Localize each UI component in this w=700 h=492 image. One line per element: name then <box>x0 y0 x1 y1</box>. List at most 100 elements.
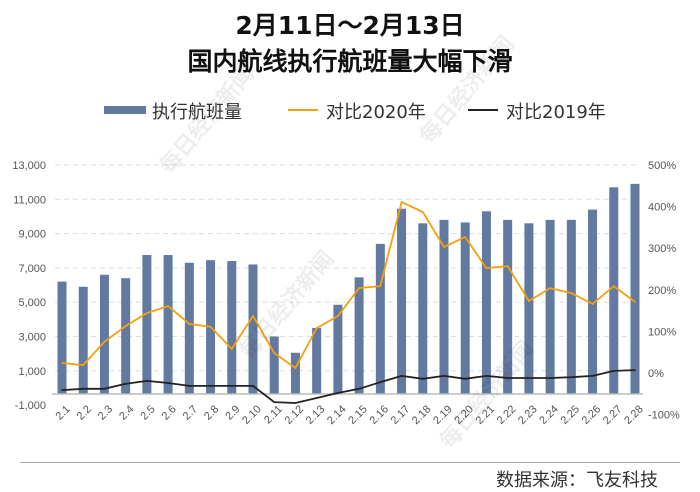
line-point-2-2.27 <box>612 370 615 372</box>
line-series-2 <box>61 369 636 404</box>
line-point-1-2.2 <box>82 364 85 366</box>
bar-2.17 <box>397 208 407 394</box>
bar-2.4 <box>121 278 131 394</box>
bar-2.26 <box>588 209 598 394</box>
x-tick-label: 2.4 <box>117 403 136 422</box>
left-tick-label: 5,000 <box>18 297 46 309</box>
line-point-2-2.6 <box>167 382 169 384</box>
bar-2.6 <box>163 255 173 394</box>
bar-2.12 <box>290 352 300 394</box>
legend-label-bars: 执行航班量 <box>152 102 242 123</box>
line-point-2-2.24 <box>549 377 551 379</box>
line-point-2-2.18 <box>421 378 424 380</box>
x-tick-label: 2.27 <box>601 403 625 427</box>
line-point-2-2.3 <box>103 388 106 390</box>
x-tick-label: 2.2 <box>75 403 94 422</box>
line-point-1-2.8 <box>209 326 212 328</box>
x-tick-label: 2.8 <box>202 403 221 422</box>
x-tick-label: 2.22 <box>495 403 519 427</box>
line-point-1-2.19 <box>443 246 445 248</box>
line-point-1-2.24 <box>549 287 551 289</box>
line-point-2-2.10 <box>252 385 254 387</box>
x-tick-label: 2.5 <box>138 403 157 422</box>
left-tick-label: 11,000 <box>13 194 46 206</box>
x-tick-label: 2.11 <box>262 403 285 426</box>
left-tick-label: 3,000 <box>18 332 46 344</box>
legend-swatch-bars <box>104 106 146 114</box>
line-point-1-2.11 <box>273 352 276 354</box>
bar-2.15 <box>354 277 364 394</box>
line-point-2-2.23 <box>528 377 530 379</box>
line-point-2-2.22 <box>506 377 509 379</box>
line-point-1-2.14 <box>337 315 339 317</box>
line-point-1-2.22 <box>506 265 509 267</box>
line-point-1-2.9 <box>230 348 233 350</box>
line-point-2-2.14 <box>337 392 339 394</box>
x-tick-label: 2.6 <box>160 403 179 422</box>
left-tick-label: 9,000 <box>18 229 46 241</box>
line-point-1-2.25 <box>570 292 573 294</box>
watermark: 每日经济新闻 <box>415 31 520 149</box>
line-point-1-2.16 <box>379 285 382 287</box>
left-tick-label: 1,000 <box>18 366 46 378</box>
line-point-2-2.26 <box>591 375 594 377</box>
line-point-1-2.17 <box>400 201 403 203</box>
x-tick-label: 2.1 <box>53 403 72 422</box>
chart-title-line2: 国内航线执行航班量大幅下滑 <box>187 47 513 76</box>
line-point-1-2.1 <box>61 362 63 364</box>
line-point-2-2.17 <box>400 375 403 377</box>
x-tick-label: 2.28 <box>622 403 646 427</box>
line-point-1-2.18 <box>421 211 424 213</box>
line-point-1-2.4 <box>124 325 127 327</box>
bar-2.20 <box>460 222 470 394</box>
left-tick-label: 7,000 <box>18 263 46 275</box>
bar-2.11 <box>269 336 279 394</box>
bar-2.14 <box>333 304 343 394</box>
footer-divider <box>20 462 680 463</box>
line-point-1-2.5 <box>146 312 148 314</box>
bar-2.16 <box>375 243 385 394</box>
x-tick-label: 2.16 <box>367 403 391 427</box>
line-point-1-2.28 <box>634 301 636 303</box>
data-source: 数据来源：飞友科技 <box>496 470 658 491</box>
left-tick-label: -1,000 <box>15 400 46 412</box>
line-point-2-2.7 <box>188 385 191 387</box>
line-point-2-2.19 <box>443 375 445 377</box>
x-tick-label: 2.10 <box>240 403 264 427</box>
right-tick-label: 300% <box>648 243 676 255</box>
x-tick-label: 2.12 <box>283 403 307 427</box>
bar-2.1 <box>57 281 67 394</box>
right-tick-label: 400% <box>648 202 676 214</box>
line-point-1-2.12 <box>294 367 297 369</box>
line-point-2-2.4 <box>124 383 127 385</box>
x-tick-label: 2.15 <box>346 403 370 427</box>
line-point-2-2.5 <box>146 380 148 382</box>
x-tick-label: 2.13 <box>304 403 328 427</box>
line-point-2-2.21 <box>485 375 488 377</box>
line-point-2-2.1 <box>61 389 63 391</box>
bar-2.13 <box>312 327 322 394</box>
line-point-2-2.8 <box>209 385 212 387</box>
line-point-1-2.3 <box>103 341 106 343</box>
line-point-1-2.27 <box>612 285 615 287</box>
bar-2.25 <box>566 219 576 394</box>
x-tick-label: 2.9 <box>223 403 242 422</box>
line-point-2-2.15 <box>358 388 360 390</box>
x-tick-label: 2.17 <box>389 403 413 427</box>
line-point-2-2.9 <box>230 385 233 387</box>
bar-2.2 <box>78 286 88 394</box>
bar-2.27 <box>609 187 619 394</box>
line-point-2-2.20 <box>464 378 467 380</box>
x-tick-label: 2.18 <box>410 403 434 427</box>
line-point-2-2.11 <box>273 401 276 403</box>
line-point-2-2.25 <box>570 376 573 378</box>
bar-2.21 <box>481 211 491 394</box>
left-tick-label: 13,000 <box>12 160 46 172</box>
line-point-1-2.13 <box>315 327 318 329</box>
line-point-1-2.21 <box>485 267 488 269</box>
x-tick-label: 2.3 <box>96 403 115 422</box>
line-point-2-2.16 <box>379 381 382 383</box>
x-tick-label: 2.26 <box>580 403 604 427</box>
x-tick-label: 2.25 <box>558 403 582 427</box>
right-tick-label: 500% <box>648 160 676 172</box>
